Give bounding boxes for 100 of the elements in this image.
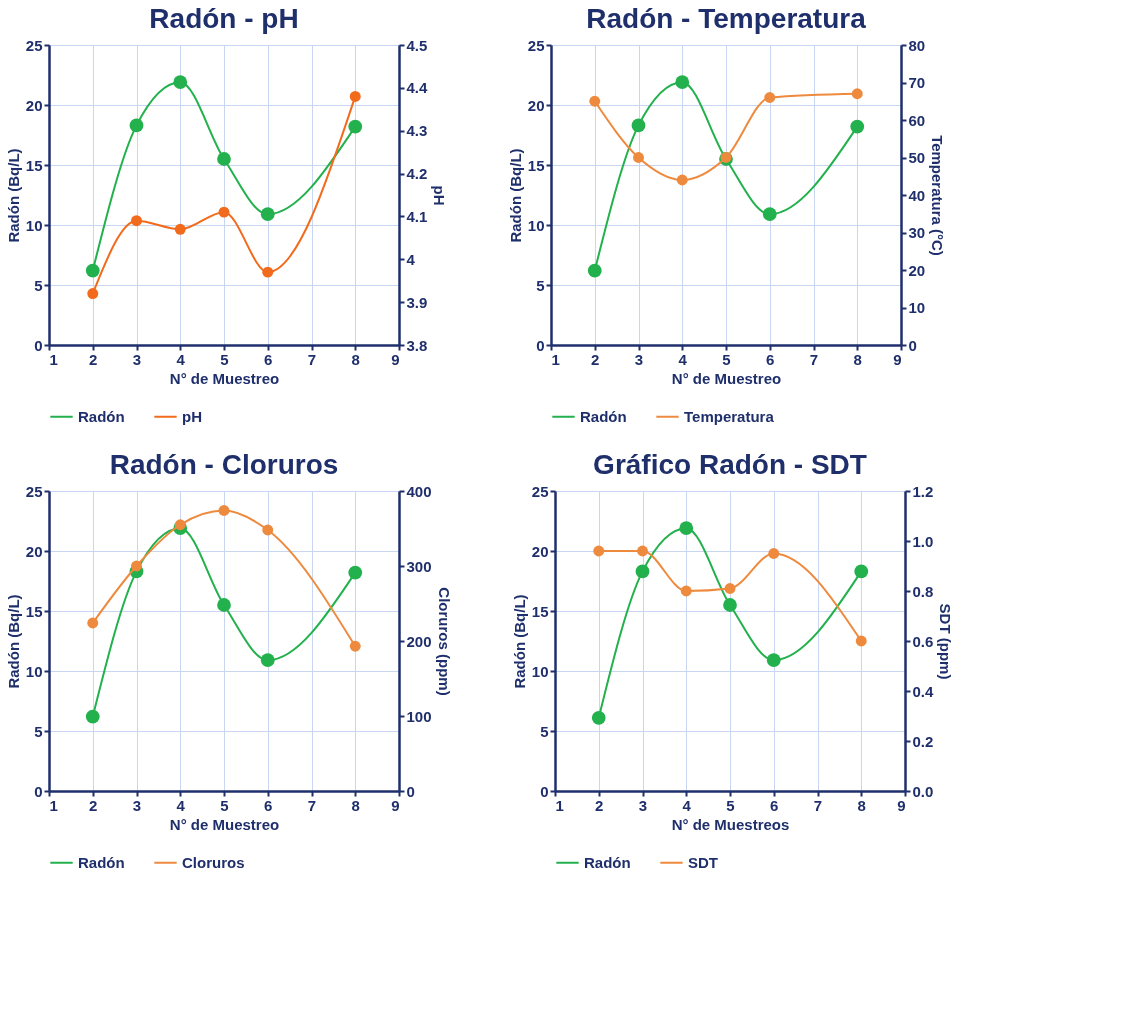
point xyxy=(589,95,601,107)
y2-tick-label: 1.0 xyxy=(912,532,934,550)
x-tick-label: 3 xyxy=(132,350,142,368)
point xyxy=(676,174,688,186)
y-axis-title: Radón (Bq/L) xyxy=(510,594,528,689)
legend-label: Radón xyxy=(580,407,627,425)
x-tick-label: 2 xyxy=(89,350,98,368)
y-tick-label: 0 xyxy=(34,336,43,354)
x-tick-label: 5 xyxy=(220,796,229,814)
x-tick-label: 3 xyxy=(634,350,644,368)
point xyxy=(764,92,776,103)
point xyxy=(349,90,361,102)
chart-title: Radón - Cloruros xyxy=(109,449,339,480)
point xyxy=(631,118,646,133)
y2-tick-label: 4.1 xyxy=(406,207,428,225)
x-tick-label: 2 xyxy=(89,796,98,814)
point xyxy=(262,524,274,536)
x-tick-label: 2 xyxy=(591,350,600,368)
y2-tick-label: 0.4 xyxy=(912,682,935,700)
x-tick-label: 1 xyxy=(555,796,564,814)
y-tick-label: 25 xyxy=(531,482,549,500)
y2-tick-label: 4.3 xyxy=(406,122,428,140)
legend-label: Radón xyxy=(78,407,125,425)
y-tick-label: 10 xyxy=(527,216,545,234)
legend-label: pH xyxy=(182,407,202,425)
point xyxy=(724,583,736,594)
y2-axis-title: pH xyxy=(431,185,449,206)
point xyxy=(768,548,780,559)
point xyxy=(851,88,863,100)
y2-axis-title: SDT (ppm) xyxy=(937,603,955,680)
point xyxy=(723,598,737,612)
x-tick-label: 5 xyxy=(726,796,735,814)
x-tick-label: 7 xyxy=(307,796,317,814)
point xyxy=(854,564,869,579)
x-tick-label: 9 xyxy=(391,350,400,368)
y2-tick-label: 70 xyxy=(908,74,926,91)
point xyxy=(766,653,781,668)
y2-axis-title: Cloruros (ppm) xyxy=(435,587,453,696)
point xyxy=(348,565,363,580)
y-tick-label: 20 xyxy=(25,96,43,114)
point xyxy=(218,206,230,218)
x-tick-label: 8 xyxy=(351,796,360,814)
y-axis-title: Radón (Bq/L) xyxy=(506,148,524,243)
point xyxy=(635,564,650,579)
x-tick-label: 8 xyxy=(351,350,360,368)
x-tick-label: 4 xyxy=(176,350,186,368)
y-tick-label: 15 xyxy=(527,156,545,174)
x-axis-title: N° de Muestreos xyxy=(671,815,790,833)
legend-label: SDT xyxy=(688,853,718,871)
y-tick-label: 25 xyxy=(25,482,43,500)
x-tick-label: 6 xyxy=(264,350,273,368)
y2-tick-label: 4 xyxy=(406,250,416,268)
y2-tick-label: 0 xyxy=(406,782,415,800)
y-tick-label: 0 xyxy=(34,782,43,800)
x-tick-label: 7 xyxy=(813,796,823,814)
y2-tick-label: 60 xyxy=(908,111,926,129)
legend-label: Temperatura xyxy=(684,407,775,425)
y2-tick-label: 20 xyxy=(908,261,926,279)
y-tick-label: 0 xyxy=(540,782,549,800)
chart-title: Gráfico Radón - SDT xyxy=(593,449,867,480)
y2-tick-label: 300 xyxy=(406,557,432,575)
y2-tick-label: 3.9 xyxy=(406,293,428,311)
y2-tick-label: 400 xyxy=(406,482,432,500)
point xyxy=(593,545,605,557)
point xyxy=(174,223,186,235)
point xyxy=(850,119,865,134)
x-tick-label: 2 xyxy=(595,796,604,814)
y-tick-label: 25 xyxy=(527,36,545,54)
point xyxy=(85,709,100,724)
y2-tick-label: 0.2 xyxy=(912,732,934,750)
y2-tick-label: 1.2 xyxy=(912,482,934,500)
y-tick-label: 10 xyxy=(531,662,549,680)
point xyxy=(591,710,606,725)
x-tick-label: 3 xyxy=(132,796,142,814)
point xyxy=(87,288,99,300)
point xyxy=(218,505,230,516)
y2-tick-label: 3.8 xyxy=(406,336,428,354)
chart-title: Radón - pH xyxy=(149,3,299,34)
point xyxy=(637,545,648,557)
y2-tick-label: 100 xyxy=(406,707,432,725)
point xyxy=(173,75,188,90)
y2-tick-label: 200 xyxy=(406,632,432,650)
y-axis-title: Radón (Bq/L) xyxy=(4,148,22,243)
point xyxy=(131,560,142,572)
point xyxy=(348,119,363,134)
point xyxy=(762,207,777,222)
y2-tick-label: 0.0 xyxy=(912,782,934,800)
x-tick-label: 5 xyxy=(722,350,731,368)
x-tick-label: 5 xyxy=(220,350,229,368)
y-tick-label: 15 xyxy=(25,602,43,620)
x-tick-label: 6 xyxy=(770,796,779,814)
y2-tick-label: 30 xyxy=(908,224,926,241)
x-tick-label: 8 xyxy=(853,350,862,368)
point xyxy=(675,75,690,90)
point xyxy=(217,152,231,166)
x-tick-label: 3 xyxy=(638,796,648,814)
y-axis-title: Radón (Bq/L) xyxy=(4,594,22,689)
y2-tick-label: 0.6 xyxy=(912,632,934,650)
point xyxy=(855,635,867,647)
point xyxy=(129,118,144,133)
